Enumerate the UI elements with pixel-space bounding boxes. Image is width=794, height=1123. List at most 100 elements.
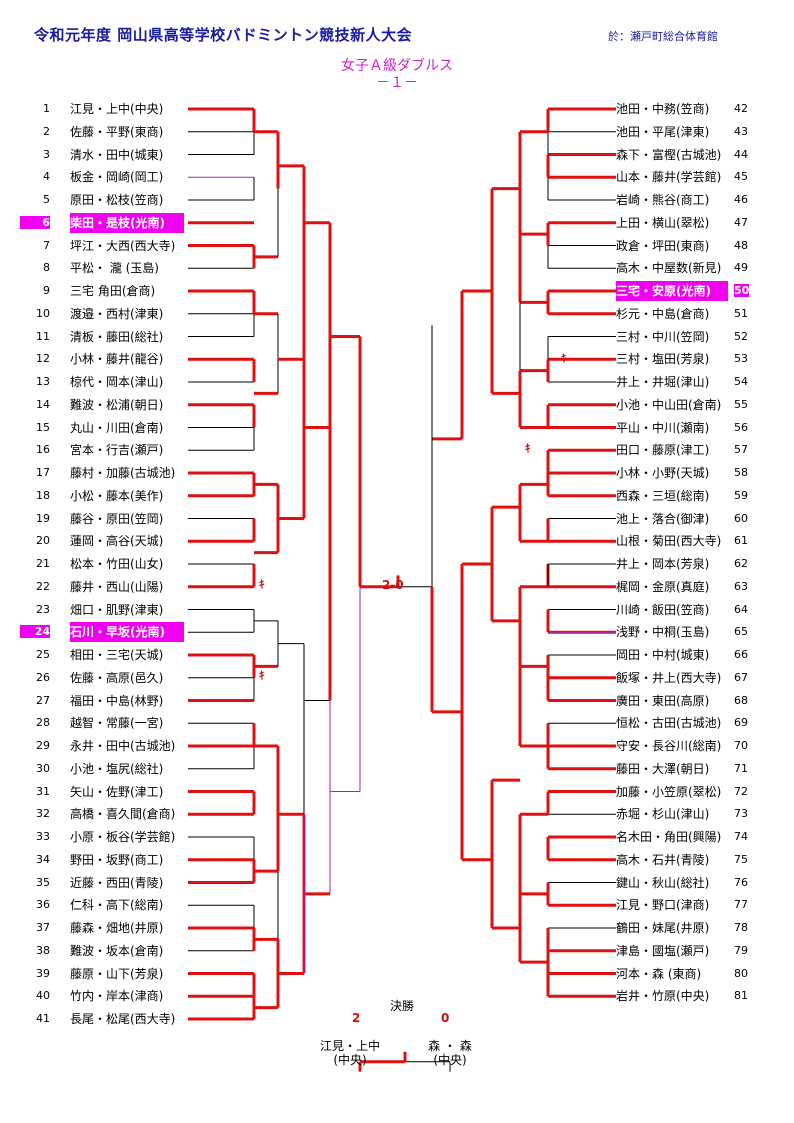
- event-title: 女子Ａ級ダブルス: [341, 58, 453, 74]
- entry-number: 39: [36, 966, 50, 980]
- right-entry-pair: 池上・落合(御津): [616, 511, 710, 526]
- entry-number: 9: [43, 284, 50, 297]
- entry-number: 71: [734, 761, 748, 775]
- entry-number: 58: [734, 466, 748, 479]
- entry-number: 68: [734, 693, 748, 707]
- left-entry-pair: 藤森・畑地(井原): [70, 921, 164, 935]
- forfeit-mark: ｷ: [259, 578, 265, 591]
- left-entry-pair: 難波・松浦(朝日): [70, 397, 164, 412]
- right-entry-pair: 山根・菊田(西大寺): [616, 534, 722, 549]
- left-entry-pair: 相田・三宅(天城): [70, 648, 164, 662]
- venue-label: 於：瀬戸町総合体育館: [608, 30, 718, 43]
- entry-number: 20: [36, 534, 50, 548]
- left-entry-pair: 越智・常藤(一宮): [70, 716, 164, 731]
- entry-number: 54: [734, 375, 748, 388]
- right-entry-pair: 鶴田・妹尾(井原): [616, 921, 710, 935]
- entry-number: 4: [43, 170, 50, 184]
- right-entry-pair: 池田・中務(笠商): [616, 102, 710, 116]
- entry-number: 64: [734, 602, 748, 616]
- entry-number: 80: [734, 966, 748, 980]
- entry-number: 63: [734, 579, 748, 593]
- left-entry-pair: 福田・中島(林野): [70, 693, 164, 708]
- forfeit-mark: ｷ: [259, 669, 265, 682]
- right-entry-pair: 高木・石井(青陵): [616, 852, 710, 867]
- right-entry-pair: 岩崎・熊谷(商工): [616, 193, 710, 207]
- right-entry-pair: 田口・藤原(津工): [616, 443, 710, 458]
- right-entry-pair: 赤堀・杉山(津山): [616, 807, 710, 822]
- left-entry-pair: 丸山・川田(倉南): [70, 420, 164, 435]
- final-right-score: 0: [441, 1011, 450, 1025]
- left-entry-pair: 渡邉・西村(津東): [70, 306, 164, 321]
- entry-number: 51: [734, 306, 748, 320]
- right-entry-pair: 三村・塩田(芳泉): [616, 352, 710, 367]
- entry-number: 79: [734, 943, 748, 957]
- right-entry-pair: 浅野・中桐(玉島): [616, 625, 710, 640]
- right-entry-pair: 岡田・中村(城東): [616, 648, 710, 662]
- entry-number: 10: [36, 306, 50, 320]
- left-entry-pair: 高橋・喜久間(倉商): [70, 807, 176, 822]
- left-entry-pair: 野田・坂野(商工): [70, 852, 164, 867]
- left-entry-pair: 三宅 角田(倉商): [70, 284, 156, 298]
- entry-number: 14: [36, 397, 50, 411]
- entry-number: 40: [36, 989, 50, 1003]
- right-entry-pair: 恒松・古田(古城池): [616, 716, 722, 731]
- right-entry-pair: 江見・野口(津商): [616, 898, 710, 913]
- left-entry-pair: 小池・塩尻(総社): [70, 761, 164, 776]
- entry-number: 24: [20, 625, 50, 639]
- entry-number: 45: [734, 170, 748, 184]
- champion: 江見・上中 (中央): [308, 1039, 392, 1067]
- champion-school: (中央): [333, 1053, 367, 1067]
- left-entry-pair: 柴田・是枝(光南): [70, 212, 184, 233]
- entry-number: 18: [36, 488, 50, 502]
- entry-number: 43: [734, 124, 748, 138]
- entry-number: 8: [43, 261, 50, 275]
- left-entry-pair: 長尾・松尾(西大寺): [70, 1012, 176, 1026]
- entry-number: 67: [734, 670, 748, 684]
- entry-number: 31: [36, 784, 50, 798]
- right-entry-pair: 井上・井堀(津山): [616, 375, 710, 389]
- right-entry-pair: 小池・中山田(倉南): [616, 397, 722, 412]
- entry-number: 55: [734, 397, 748, 411]
- entry-number: 2: [43, 124, 50, 138]
- champion-names: 江見・上中: [319, 1039, 380, 1053]
- entry-number: 62: [734, 557, 748, 570]
- entry-number: 12: [36, 352, 50, 366]
- left-entry-pair: 畑口・肌野(津東): [70, 602, 164, 617]
- left-entry-pair: 藤村・加藤(古城池): [70, 466, 176, 480]
- entry-number: 3: [43, 147, 50, 161]
- right-entry-pair: 西森・三垣(総南): [616, 488, 710, 503]
- entry-number: 75: [734, 852, 748, 866]
- entry-number: 30: [36, 761, 50, 775]
- entry-number: 15: [36, 420, 50, 434]
- entry-number: 29: [36, 739, 50, 752]
- forfeit-mark: ｷ: [561, 352, 567, 365]
- left-entry-pair: 佐藤・平野(東商): [70, 124, 164, 139]
- runner-up-names: 森 ・ 森: [428, 1039, 472, 1053]
- entry-number: 78: [734, 921, 748, 934]
- entry-number: 16: [36, 443, 50, 457]
- entry-number: 74: [734, 830, 748, 843]
- left-entry-pair: 石川・早坂(光南): [70, 622, 184, 643]
- entry-number: 1: [43, 102, 50, 115]
- entry-number: 7: [43, 238, 50, 252]
- runner-up: 森 ・ 森 (中央): [412, 1039, 488, 1067]
- entry-number: 53: [734, 352, 748, 366]
- left-entry-pair: 椋代・岡本(津山): [70, 375, 164, 389]
- entry-number: 17: [36, 466, 50, 479]
- sheet-number: －１－: [376, 75, 418, 91]
- entry-number: 49: [734, 261, 748, 275]
- entry-number: 72: [734, 784, 748, 798]
- right-entry-pair: 山本・藤井(学芸館): [616, 170, 722, 185]
- right-entry-pair: 三村・中川(笠岡): [616, 329, 710, 344]
- left-entry-pair: 矢山・佐野(津工): [70, 784, 164, 799]
- right-entry-pair: 川崎・飯田(笠商): [616, 602, 710, 617]
- left-entry-pair: 宮本・行吉(瀬戸): [70, 443, 164, 458]
- entry-number: 19: [36, 511, 50, 525]
- right-entry-pair: 鍵山・秋山(総社): [616, 875, 710, 890]
- left-entry-pair: 近藤・西田(青陵): [70, 875, 164, 890]
- left-entry-pair: 蓮岡・高谷(天城): [70, 534, 164, 549]
- entry-number: 77: [734, 898, 748, 912]
- entry-number: 76: [734, 875, 748, 889]
- left-entry-pair: 佐藤・高原(邑久): [70, 670, 164, 685]
